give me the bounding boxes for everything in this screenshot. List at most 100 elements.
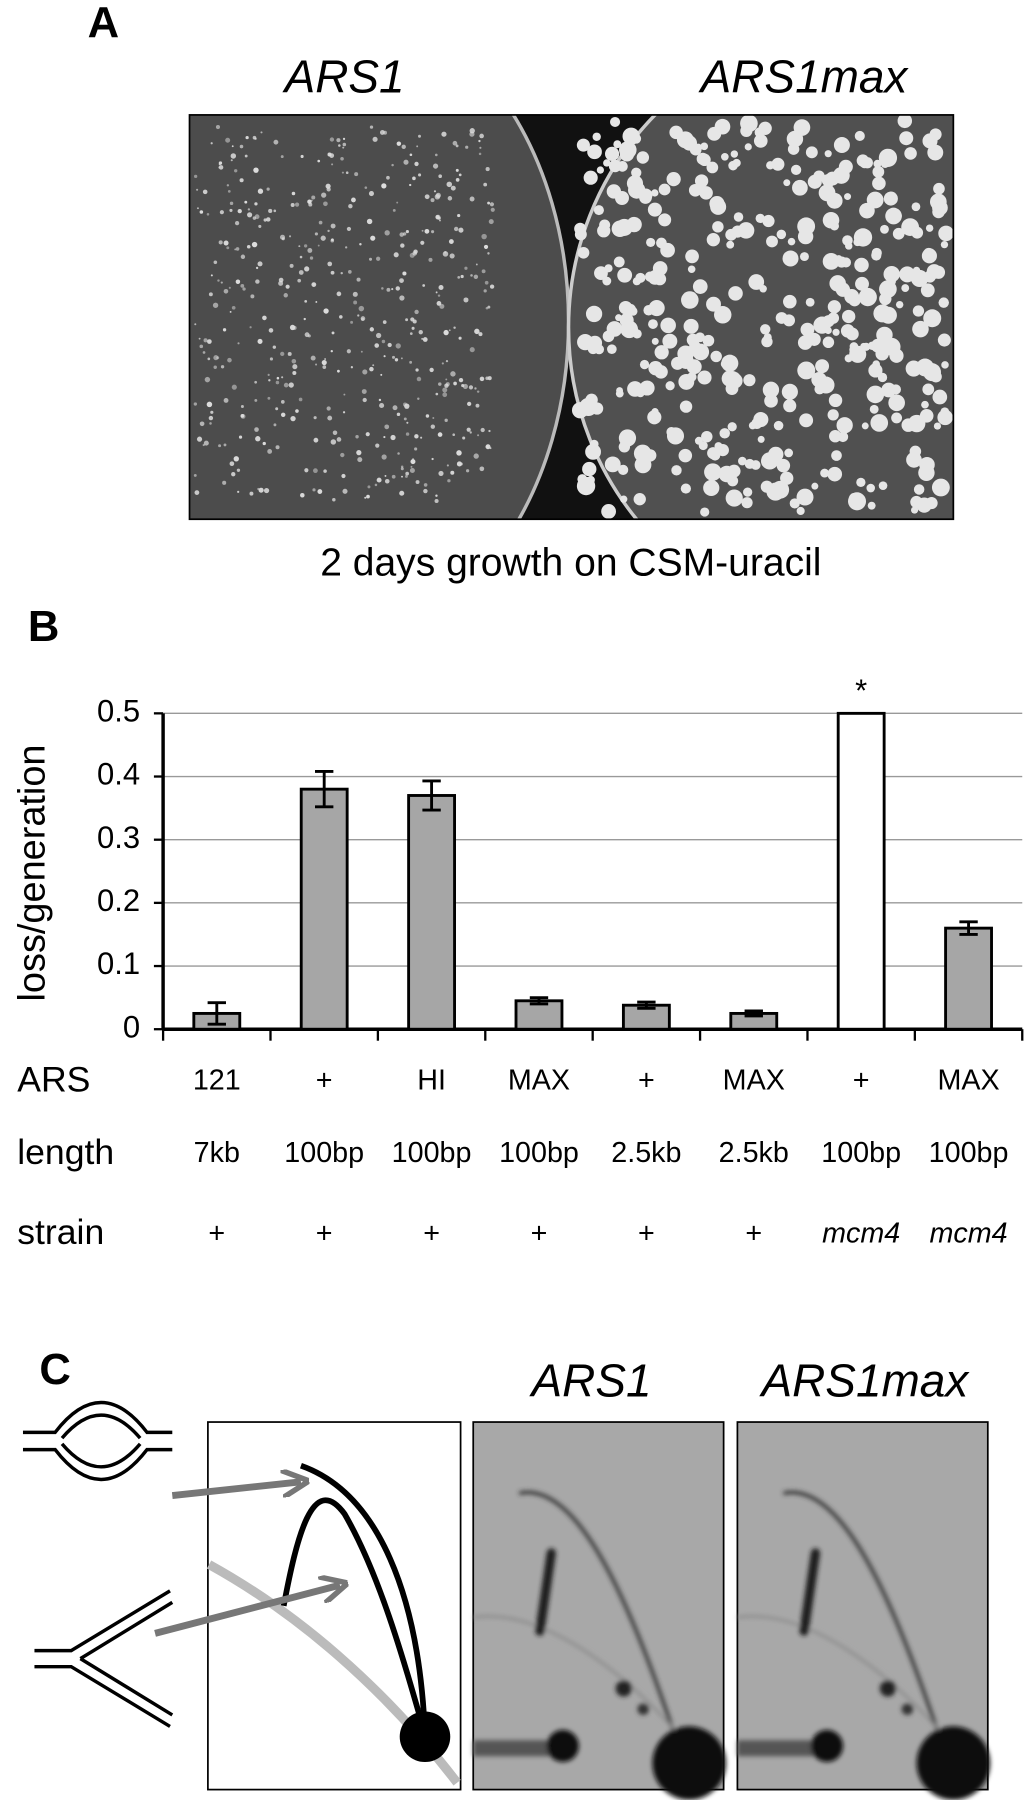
colony — [872, 176, 886, 191]
colony — [285, 284, 290, 289]
colony — [743, 487, 753, 497]
colony — [249, 326, 252, 329]
colony — [473, 274, 479, 280]
colony — [317, 244, 320, 247]
colony — [342, 411, 346, 414]
colony — [231, 384, 237, 390]
colony — [318, 220, 323, 225]
colony — [432, 163, 439, 169]
colony — [260, 131, 263, 134]
colony — [937, 333, 951, 347]
colony — [790, 164, 802, 176]
colony — [292, 370, 297, 375]
colony — [313, 437, 319, 443]
colony — [487, 201, 490, 205]
colony — [289, 263, 294, 268]
colony — [372, 136, 378, 142]
colony — [209, 422, 212, 425]
colony — [414, 447, 418, 451]
colony — [815, 359, 830, 374]
colony — [435, 392, 439, 396]
colony — [888, 277, 896, 286]
colony — [341, 171, 344, 174]
colony — [681, 291, 699, 309]
colony — [203, 338, 208, 343]
colony — [330, 270, 335, 275]
colony — [620, 320, 639, 339]
colony — [919, 456, 935, 473]
colony — [582, 461, 597, 477]
colony — [396, 412, 401, 417]
colony — [473, 453, 479, 459]
colony — [615, 191, 629, 205]
colony — [237, 208, 242, 214]
colony — [941, 361, 949, 369]
colony — [327, 415, 333, 421]
colony — [434, 498, 439, 504]
colony — [399, 295, 405, 301]
colony — [453, 381, 457, 386]
colony — [445, 359, 449, 363]
colony — [437, 294, 441, 297]
colony — [453, 326, 456, 329]
colony — [842, 309, 856, 324]
colony — [662, 333, 678, 349]
category-label: mcm4 — [929, 1217, 1007, 1249]
colony — [383, 435, 386, 439]
colony — [202, 351, 206, 354]
colony — [262, 315, 267, 321]
colony — [829, 430, 842, 443]
colony — [252, 216, 257, 220]
colony — [317, 489, 323, 494]
colony — [876, 326, 893, 344]
colony — [404, 474, 408, 478]
colony — [202, 189, 208, 195]
colony — [207, 339, 212, 344]
colony — [208, 415, 214, 421]
blot-title: ARS1 — [529, 1354, 652, 1406]
y-tick-label: 0.3 — [97, 820, 140, 855]
colony — [481, 233, 487, 240]
colony — [417, 397, 420, 400]
colony — [880, 224, 889, 234]
colony — [193, 402, 198, 406]
colony — [307, 248, 313, 253]
colony — [234, 169, 238, 173]
colony — [784, 448, 794, 458]
colony — [776, 458, 791, 473]
colony — [415, 480, 420, 485]
colony — [219, 210, 224, 215]
category-label: 100bp — [929, 1137, 1009, 1169]
colony — [433, 190, 437, 193]
colony — [412, 176, 416, 181]
colony — [411, 326, 415, 330]
colony — [420, 436, 423, 439]
colony — [811, 482, 819, 490]
colony — [405, 432, 410, 436]
colony — [840, 257, 852, 268]
plate-title: ARS1 — [282, 51, 405, 103]
colony — [374, 343, 380, 348]
colony — [391, 288, 394, 291]
colony — [330, 439, 337, 445]
colony — [350, 320, 354, 324]
colony — [257, 338, 263, 344]
colony — [303, 244, 308, 248]
colony — [617, 267, 633, 283]
bar — [514, 999, 564, 1031]
colony — [199, 210, 204, 214]
category-label: + — [423, 1217, 440, 1249]
colony — [766, 235, 778, 248]
colony — [755, 213, 765, 223]
colony — [421, 337, 424, 340]
colony — [413, 249, 418, 254]
colony — [577, 246, 590, 259]
blot-title: ARS1max — [758, 1354, 970, 1406]
colony — [461, 383, 465, 388]
colony — [405, 318, 409, 322]
colony — [351, 197, 356, 203]
colony — [317, 159, 321, 163]
colony — [435, 494, 438, 497]
colony — [799, 252, 809, 262]
colony — [628, 181, 646, 199]
